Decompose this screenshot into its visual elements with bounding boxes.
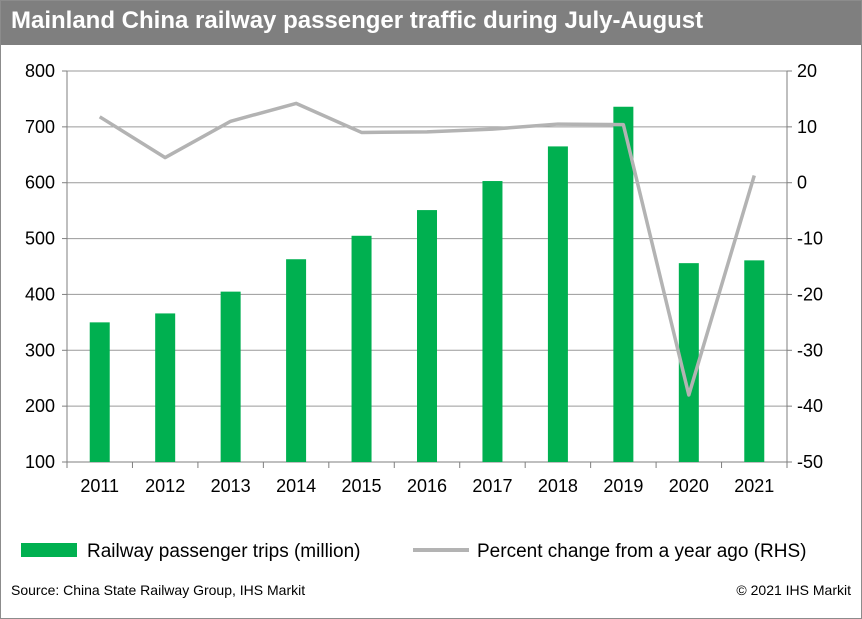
bar-2020 <box>678 263 699 462</box>
bar-2013 <box>220 291 241 462</box>
source-note: Source: China State Railway Group, IHS M… <box>11 582 306 598</box>
bar-2019 <box>613 106 634 463</box>
x-tick-label: 2016 <box>407 476 447 496</box>
bar-2016 <box>417 210 437 462</box>
right-tick-label: -40 <box>797 396 823 416</box>
x-tick-label: 2018 <box>538 476 578 496</box>
right-tick-label: -30 <box>797 340 823 360</box>
left-tick-label: 500 <box>25 229 55 249</box>
chart-title: Mainland China railway passenger traffic… <box>11 7 704 34</box>
left-tick-label: 800 <box>25 61 55 81</box>
title-bar: Mainland China railway passenger traffic… <box>1 1 861 45</box>
bar-2018 <box>547 146 568 462</box>
x-tick-label: 2019 <box>603 476 643 496</box>
x-tick-label: 2012 <box>145 476 185 496</box>
right-tick-label: -50 <box>797 452 823 472</box>
x-tick-label: 2011 <box>80 476 119 496</box>
left-tick-label: 600 <box>25 173 55 193</box>
left-tick-label: 200 <box>25 396 55 416</box>
right-tick-label: -20 <box>797 284 823 304</box>
legend-bar-label: Railway passenger trips (million) <box>87 541 360 562</box>
bar-2015 <box>351 235 372 462</box>
x-tick-label: 2017 <box>472 476 512 496</box>
right-tick-label: 20 <box>797 61 817 81</box>
x-tick-label: 2020 <box>669 476 709 496</box>
bar-2012 <box>155 313 176 462</box>
left-tick-label: 300 <box>25 340 55 360</box>
copyright-note: © 2021 IHS Markit <box>736 582 851 598</box>
left-tick-label: 700 <box>25 117 55 137</box>
left-tick-label: 400 <box>25 284 55 304</box>
right-tick-label: -10 <box>797 229 823 249</box>
right-tick-label: 10 <box>797 117 817 137</box>
x-tick-label: 2013 <box>211 476 251 496</box>
x-tick-label: 2014 <box>276 476 316 496</box>
legend-bar-swatch <box>21 543 77 557</box>
x-tick-label: 2015 <box>342 476 382 496</box>
legend-line-label: Percent change from a year ago (RHS) <box>477 541 807 562</box>
x-tick-label: 2021 <box>734 476 774 496</box>
right-tick-label: 0 <box>797 173 807 193</box>
bar-2011 <box>89 322 110 462</box>
bar-2017 <box>482 181 503 462</box>
bar-2021 <box>744 260 765 462</box>
left-tick-label: 100 <box>25 452 55 472</box>
bar-2014 <box>286 259 307 462</box>
